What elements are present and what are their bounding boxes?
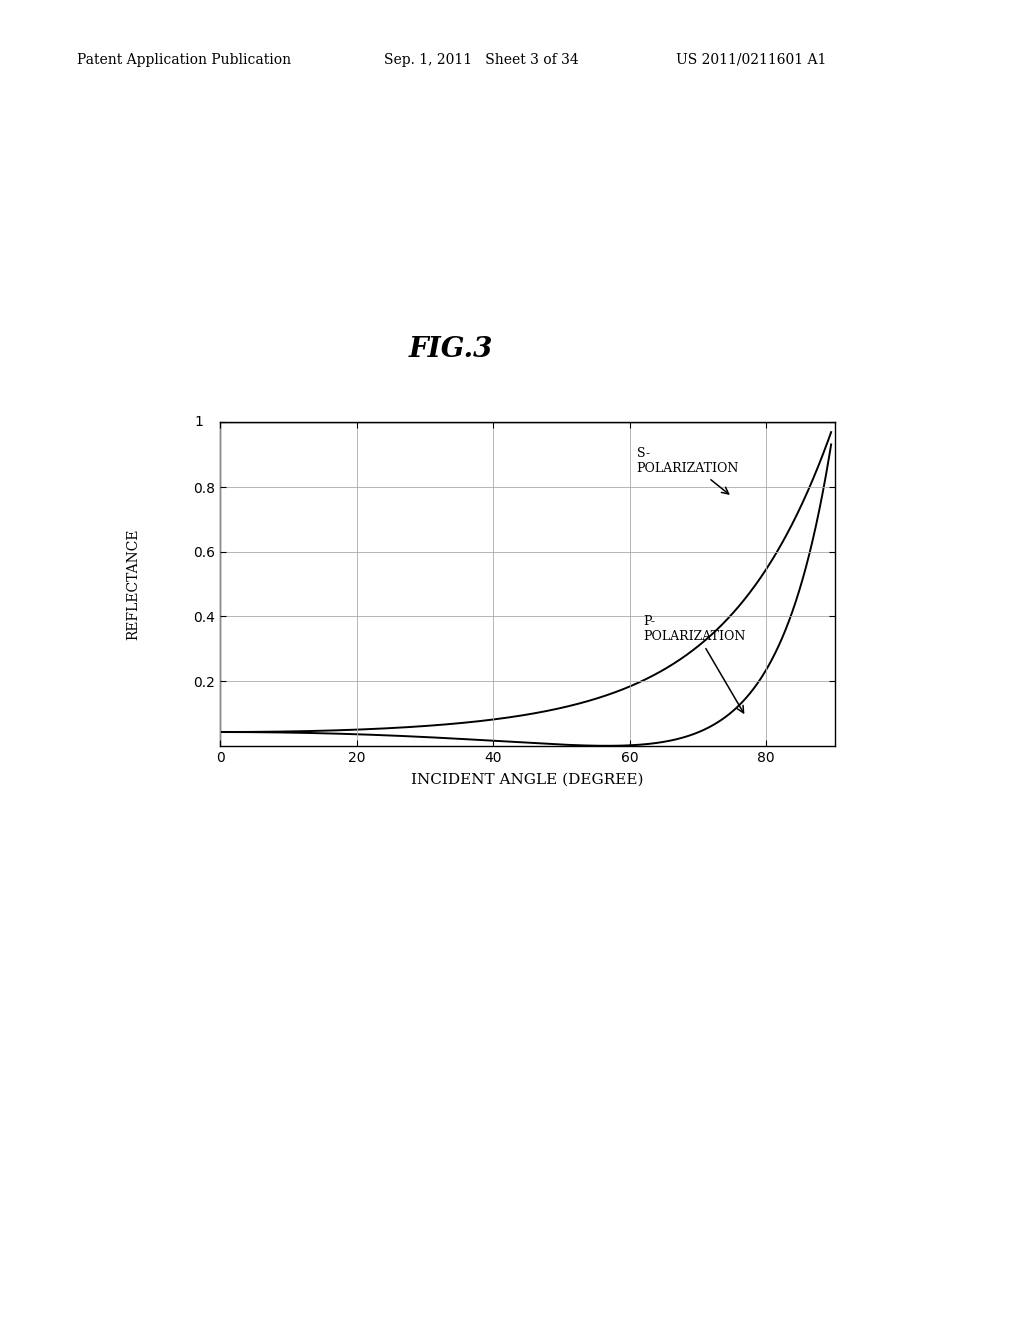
Text: 1: 1 (195, 416, 203, 429)
Text: FIG.3: FIG.3 (409, 337, 493, 363)
Text: P-
POLARIZATION: P- POLARIZATION (643, 615, 745, 713)
Text: Sep. 1, 2011   Sheet 3 of 34: Sep. 1, 2011 Sheet 3 of 34 (384, 53, 579, 67)
X-axis label: INCIDENT ANGLE (DEGREE): INCIDENT ANGLE (DEGREE) (411, 774, 644, 787)
Y-axis label: REFLECTANCE: REFLECTANCE (126, 528, 140, 640)
Text: US 2011/0211601 A1: US 2011/0211601 A1 (676, 53, 826, 67)
Text: Patent Application Publication: Patent Application Publication (77, 53, 291, 67)
Text: S-
POLARIZATION: S- POLARIZATION (637, 447, 739, 494)
